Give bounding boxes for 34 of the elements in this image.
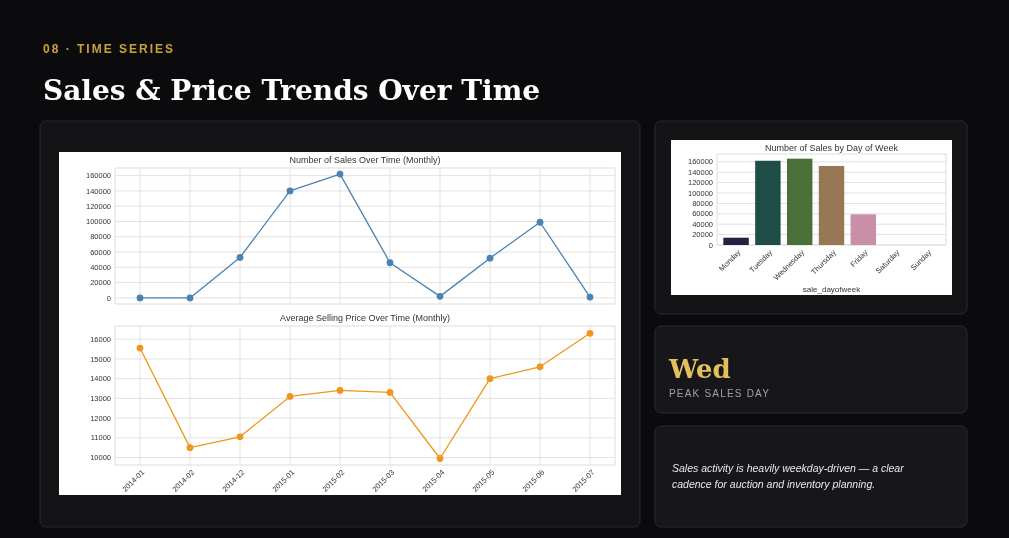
- point: [186, 294, 194, 302]
- point: [536, 218, 544, 226]
- point: [436, 455, 444, 462]
- point: [336, 387, 344, 394]
- point: [336, 170, 344, 178]
- text: 08 · TIME SERIES: [43, 42, 176, 56]
- point: [136, 344, 144, 352]
- point: [586, 293, 594, 301]
- point: [486, 254, 494, 262]
- point: [236, 253, 244, 261]
- point: [236, 433, 244, 441]
- bar: [786, 158, 813, 245]
- point: [436, 292, 444, 300]
- chart-title: Average Selling Price Over Time (Monthly): [280, 313, 450, 323]
- chart-title: Number of Sales by Day of Week: [765, 143, 899, 153]
- point: [386, 389, 394, 396]
- bar: [850, 214, 877, 245]
- point: [186, 444, 194, 452]
- x-axis-title: sale_dayofweek: [802, 285, 862, 294]
- text: Wed: [668, 354, 731, 384]
- point: [486, 375, 494, 383]
- bar: [755, 160, 781, 245]
- bar: [818, 165, 845, 245]
- point: [386, 259, 394, 267]
- text: Sales activity is heavily weekday-driven — a clear cadence for auction and inventory planning.: [672, 462, 905, 490]
- chart-title: Number of Sales Over Time (Monthly): [289, 155, 441, 165]
- point: [286, 187, 294, 195]
- bar: [723, 237, 749, 245]
- point: [586, 329, 594, 337]
- text: PEAK SALES DAY: [669, 388, 771, 399]
- point: [286, 392, 294, 400]
- text: Sales & Price Trends Over Time: [43, 74, 541, 107]
- point: [536, 363, 544, 371]
- point: [136, 294, 144, 302]
